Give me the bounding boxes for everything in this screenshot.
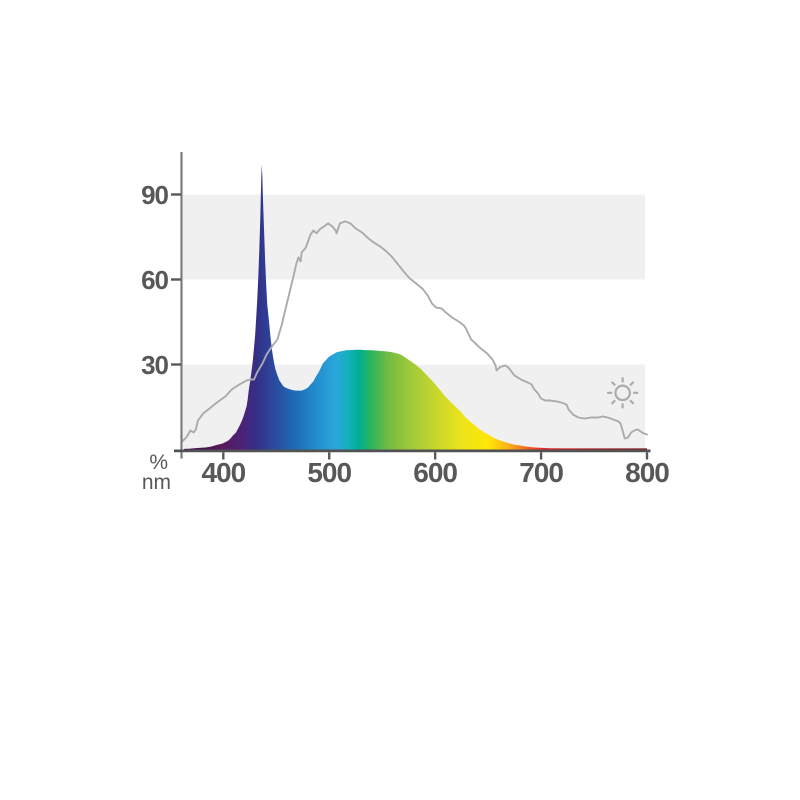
x-tick-label: 700 xyxy=(519,457,563,488)
y-axis-unit-label: % xyxy=(149,451,168,474)
axes xyxy=(171,152,651,460)
led-spectrum-area xyxy=(184,164,647,451)
led-spectrum-fill xyxy=(184,164,647,451)
x-tick-label: 800 xyxy=(625,457,669,488)
y-tick-label: 90 xyxy=(141,180,168,210)
grid-band xyxy=(183,194,645,280)
sun-icon-ray xyxy=(610,381,616,387)
x-axis-unit-label: nm xyxy=(142,471,171,494)
daylight-reference-line xyxy=(181,220,648,443)
sun-icon-ray xyxy=(629,399,635,405)
x-tick-label: 400 xyxy=(201,457,245,488)
sun-icon-disc xyxy=(614,384,631,402)
y-tick-label: 60 xyxy=(141,265,168,295)
x-tick-label: 500 xyxy=(307,457,351,488)
daylight-reference-curve xyxy=(181,220,648,443)
x-tick-label: 600 xyxy=(413,457,457,488)
y-tick-label: 30 xyxy=(141,350,168,380)
axis-labels: % nm 90 60 30 400 500 600 700 800 xyxy=(141,180,670,494)
sun-icon-ray xyxy=(610,399,616,405)
sun-icon-ray xyxy=(629,381,635,387)
sun-icon xyxy=(607,377,639,409)
